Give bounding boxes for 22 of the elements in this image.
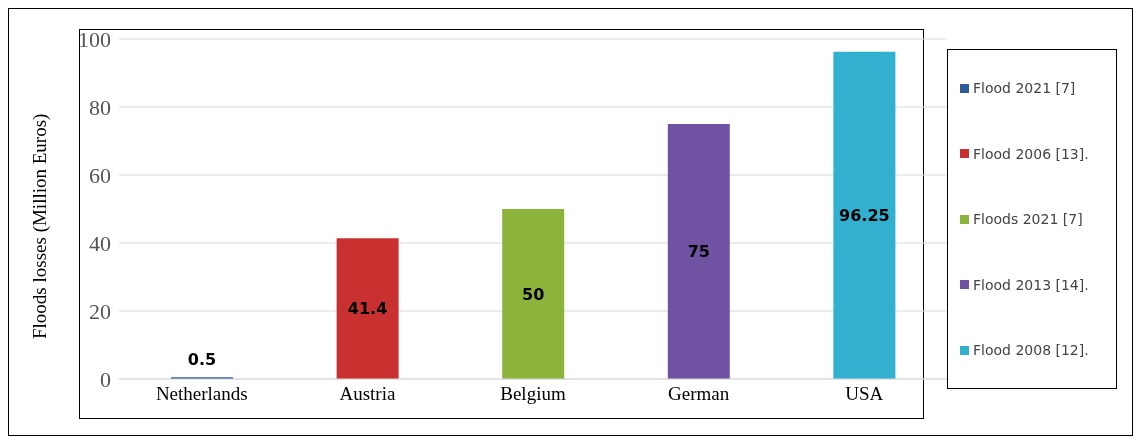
legend-label: Flood 2006 [13]. bbox=[973, 145, 1089, 162]
x-tick-label: German bbox=[668, 383, 730, 405]
x-tick-label: USA bbox=[845, 383, 884, 405]
y-tick-label: 20 bbox=[89, 298, 111, 324]
x-tick-label: Austria bbox=[339, 383, 396, 405]
x-tick-label: Netherlands bbox=[155, 383, 248, 405]
legend-label: Floods 2021 [7] bbox=[973, 211, 1083, 227]
legend-label: Flood 2013 [14]. bbox=[973, 276, 1089, 293]
y-tick-label: 0 bbox=[100, 366, 111, 392]
x-tick-label: Belgium bbox=[500, 383, 566, 405]
data-label: 50 bbox=[522, 284, 545, 304]
y-axis-title: Floods losses (Million Euros) bbox=[28, 113, 51, 339]
data-label: 96.25 bbox=[839, 205, 890, 225]
data-label: 0.5 bbox=[187, 349, 217, 369]
y-tick-label: 80 bbox=[89, 94, 111, 120]
data-label: 41.4 bbox=[347, 299, 388, 319]
y-tick-label: 100 bbox=[78, 26, 111, 52]
y-tick-label: 60 bbox=[89, 162, 111, 188]
legend-label: Flood 2021 [7] bbox=[973, 80, 1076, 96]
data-label: 75 bbox=[687, 242, 710, 261]
y-tick-label: 40 bbox=[89, 230, 111, 256]
legend-label: Flood 2008 [12]. bbox=[973, 342, 1089, 358]
